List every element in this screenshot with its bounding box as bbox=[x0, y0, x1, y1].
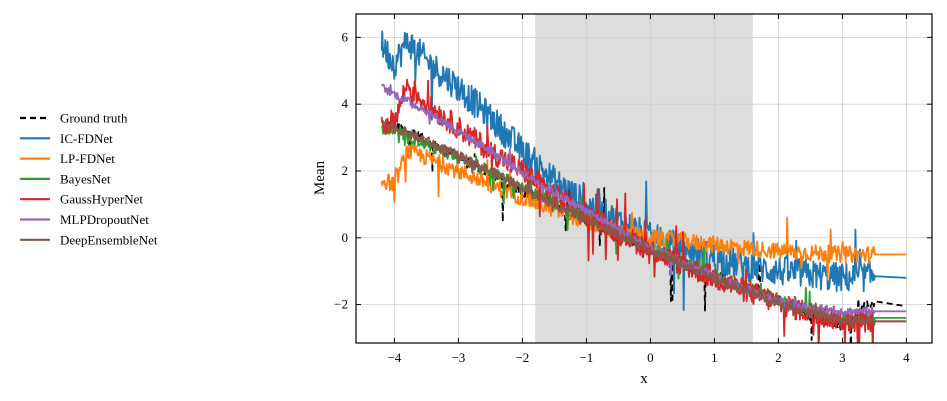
series-line-gausshypernet bbox=[380, 78, 907, 343]
grid bbox=[356, 14, 932, 343]
y-tick-label: −2 bbox=[334, 297, 348, 312]
series-line-deepensemblenet bbox=[380, 116, 907, 328]
legend-label: DeepEnsembleNet bbox=[60, 232, 158, 247]
x-tick-label: −2 bbox=[515, 350, 529, 365]
y-tick-label: 4 bbox=[342, 96, 349, 111]
series-layer bbox=[380, 30, 907, 343]
x-tick-label: −4 bbox=[387, 350, 401, 365]
x-tick-label: 0 bbox=[647, 350, 654, 365]
shaded-region bbox=[535, 14, 753, 343]
plot-frame bbox=[355, 13, 933, 344]
legend: Ground truth IC-FDNet LP-FDNet BayesNet Gaus… bbox=[20, 111, 158, 247]
y-tick-label: 0 bbox=[342, 230, 349, 245]
x-tick-label: −1 bbox=[579, 350, 593, 365]
x-tick-label: −3 bbox=[451, 350, 465, 365]
y-tick-label: 2 bbox=[342, 163, 349, 178]
y-tick-label: 6 bbox=[342, 29, 349, 44]
legend-label: MLPDropoutNet bbox=[60, 212, 149, 227]
legend-label: Ground truth bbox=[60, 111, 128, 126]
y-axis-label: Mean bbox=[312, 160, 328, 195]
legend-label: LP-FDNet bbox=[60, 151, 115, 166]
x-tick-label: 1 bbox=[711, 350, 718, 365]
x-axis-label: x bbox=[640, 371, 648, 387]
legend-label: IC-FDNet bbox=[60, 131, 113, 146]
x-tick-label: 3 bbox=[839, 350, 846, 365]
shaded-region-rect bbox=[535, 14, 753, 343]
x-tick-label: 4 bbox=[903, 350, 910, 365]
axis-ticks: −4 −3 −2 −1 0 1 2 3 4 −2 0 2 4 6 bbox=[334, 14, 932, 365]
x-tick-label: 2 bbox=[775, 350, 782, 365]
legend-label: BayesNet bbox=[60, 171, 111, 186]
legend-label: GaussHyperNet bbox=[60, 192, 143, 207]
